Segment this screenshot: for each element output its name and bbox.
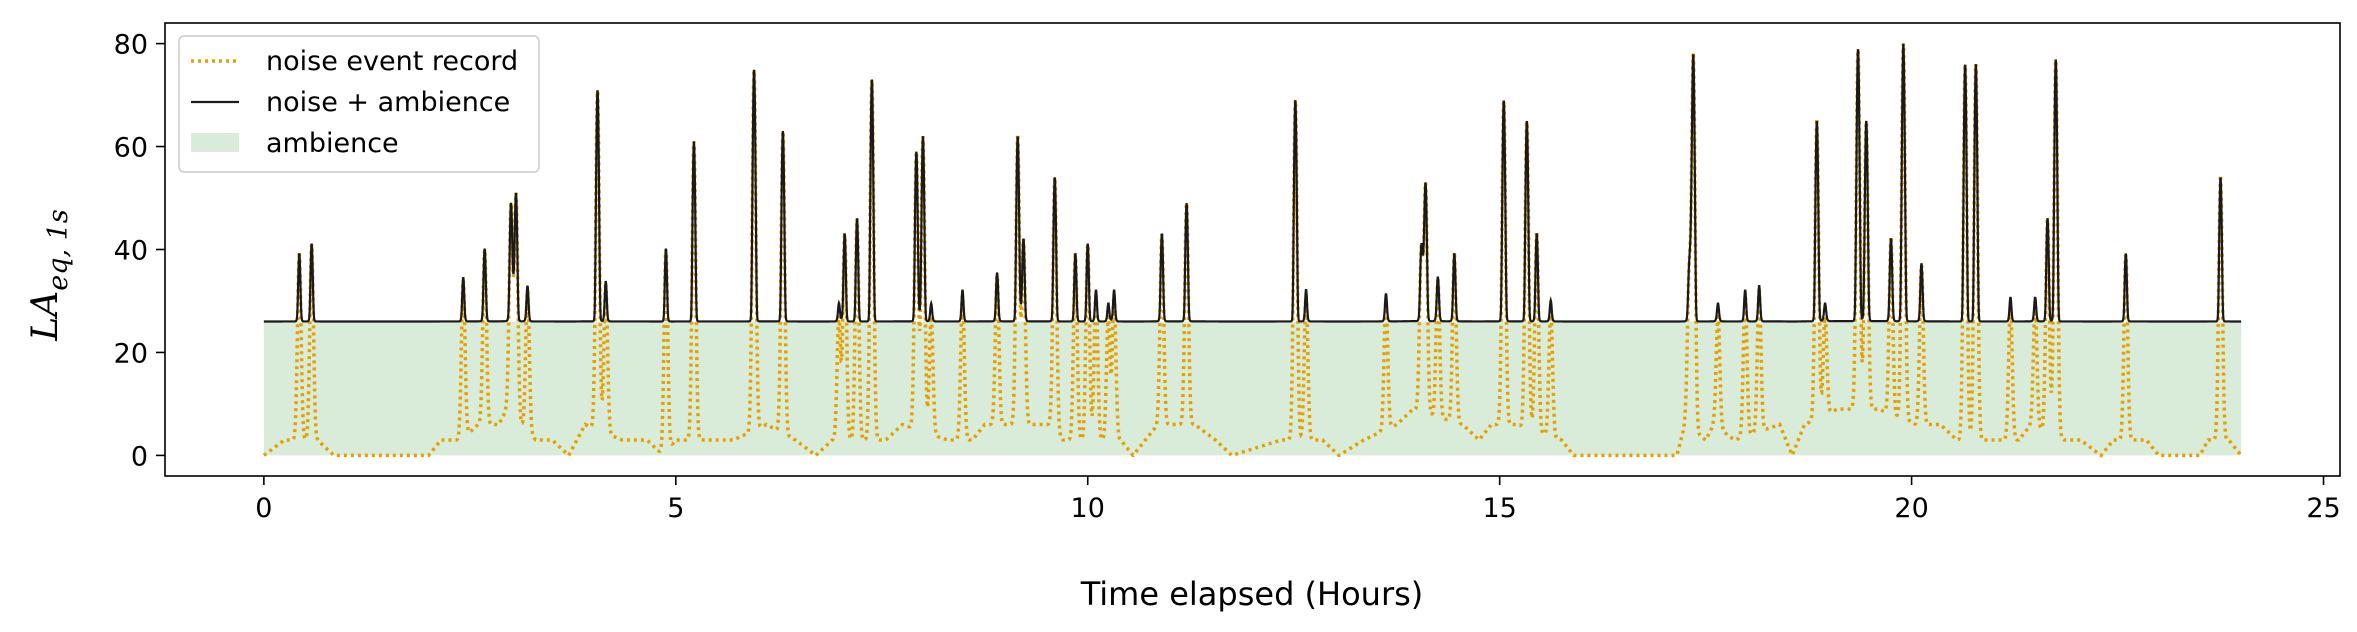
x-axis: 0 5 10 15 20 25 — [255, 476, 2341, 524]
noise-event-record-line — [262, 43, 2243, 459]
y-tick-label: 80 — [114, 30, 148, 61]
x-tick-label: 25 — [2306, 493, 2340, 524]
legend-box — [178, 35, 540, 173]
x-tick-label: 15 — [1482, 493, 1516, 524]
legend-swatch-ambience — [191, 133, 239, 152]
x-axis-label: Time elapsed (Hours) — [1080, 575, 1424, 613]
y-tick-label: 40 — [114, 236, 148, 267]
legend-label-noise-event-record: noise event record — [266, 46, 518, 77]
x-tick-label: 20 — [1894, 493, 1928, 524]
y-tick-label: 20 — [114, 338, 148, 369]
x-tick-label: 10 — [1071, 493, 1105, 524]
y-axis: 0 20 40 60 80 — [114, 30, 165, 472]
y-axis-label-subscript: eq, 1s — [43, 209, 74, 290]
plot-area — [262, 43, 2243, 459]
x-tick-label: 0 — [255, 493, 272, 524]
x-tick-label: 5 — [667, 493, 684, 524]
legend: noise event record noise + ambience ambi… — [178, 35, 540, 173]
y-axis-label-main: LA — [25, 291, 66, 342]
y-tick-label: 0 — [131, 441, 148, 472]
legend-label-noise-plus-ambience: noise + ambience — [266, 87, 510, 118]
noise-plus-ambience-line — [263, 43, 2242, 323]
y-tick-label: 60 — [114, 133, 148, 164]
ambience-area — [263, 321, 2242, 456]
legend-label-ambience: ambience — [266, 128, 399, 159]
y-axis-label: LAeq, 1s — [25, 209, 74, 341]
